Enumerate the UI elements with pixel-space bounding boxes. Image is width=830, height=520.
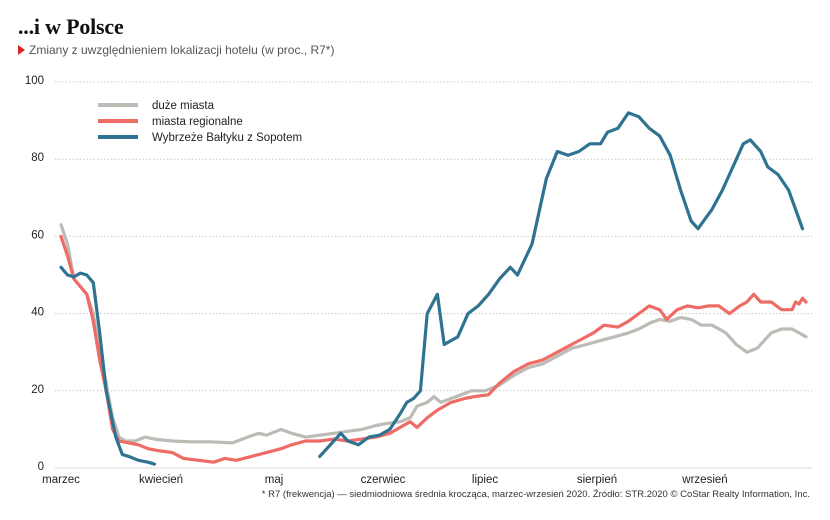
series-line-wybrzeze-part-2 <box>318 111 805 458</box>
x-tick-label: sierpień <box>577 474 617 486</box>
chart-title: ...i w Polsce <box>18 14 124 39</box>
x-tick-label: wrzesień <box>681 474 727 486</box>
y-tick-label: 40 <box>31 307 44 319</box>
legend-label: duże miasta <box>152 100 215 112</box>
subtitle-row: Zmiany z uwzględnieniem lokalizacji hote… <box>18 43 334 57</box>
y-tick-label: 0 <box>38 461 44 473</box>
x-axis-ticks: marzec kwiecień maj czerwiec lipiec sierpień w… <box>42 474 728 486</box>
chart-subtitle: Zmiany z uwzględnieniem lokalizacji hote… <box>29 43 335 57</box>
legend-label: Wybrzeże Bałtyku z Sopotem <box>152 132 302 144</box>
series-line-miasta_regionalne <box>59 234 808 464</box>
x-tick-label: marzec <box>42 474 80 486</box>
y-tick-label: 80 <box>31 152 44 164</box>
x-tick-label: maj <box>265 474 284 486</box>
y-tick-label: 60 <box>31 229 44 241</box>
y-tick-label: 20 <box>31 384 44 396</box>
y-tick-label: 100 <box>25 75 44 87</box>
x-tick-label: lipiec <box>472 474 498 486</box>
gridlines <box>55 81 812 469</box>
series-line-duze_miasta <box>59 223 808 445</box>
footnote: * R7 (frekwencja) — siedmiodniowa średni… <box>261 489 810 500</box>
x-tick-label: czerwiec <box>361 474 406 486</box>
legend-label: miasta regionalne <box>152 116 243 128</box>
red-triangle-marker-icon <box>18 45 25 55</box>
series-lines <box>59 111 808 466</box>
y-axis-ticks: 0 20 40 60 80 100 <box>25 75 44 473</box>
x-tick-label: kwiecień <box>139 474 183 486</box>
legend: duże miasta miasta regionalne Wybrzeże Bał… <box>98 100 302 144</box>
series-line-wybrzeze-part-1 <box>59 265 157 466</box>
